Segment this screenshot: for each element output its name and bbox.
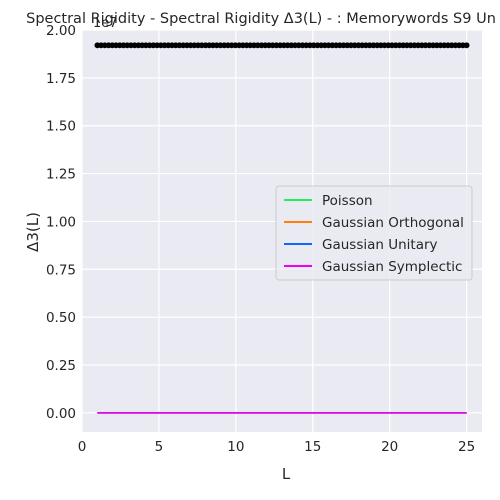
legend-entry: Gaussian Orthogonal xyxy=(322,215,464,231)
x-tick-label: 10 xyxy=(227,439,244,455)
legend-entry: Poisson xyxy=(322,193,373,209)
y-tick-label: 1.00 xyxy=(46,214,76,230)
scatter-point xyxy=(463,42,470,49)
y-axis-offset-label: 1e7 xyxy=(93,16,118,31)
y-tick-label: 1.25 xyxy=(46,167,76,183)
y-tick-label: 0.50 xyxy=(46,310,76,326)
x-axis-ticks: 0 5 10 15 20 25 xyxy=(78,439,476,455)
y-axis-label: Δ3(L) xyxy=(24,212,42,252)
y-tick-label: 0.00 xyxy=(46,406,76,422)
x-tick-label: 25 xyxy=(458,439,475,455)
chart-title: Spectral Rigidity - Spectral Rigidity Δ3… xyxy=(26,11,496,27)
x-tick-label: 20 xyxy=(381,439,398,455)
x-axis-label: L xyxy=(282,465,291,483)
x-tick-label: 0 xyxy=(78,439,87,455)
legend: Poisson Gaussian Orthogonal Gaussian Unita… xyxy=(275,185,473,281)
y-axis-ticks: 0.00 0.25 0.50 0.75 1.00 1.25 1.50 1.75 2.00 xyxy=(46,23,76,422)
y-tick-label: 0.25 xyxy=(46,358,76,374)
legend-entry: Gaussian Symplectic xyxy=(322,259,462,275)
legend-box xyxy=(275,185,473,281)
y-tick-label: 1.50 xyxy=(46,119,76,135)
y-tick-label: 1.75 xyxy=(46,71,76,87)
x-tick-label: 15 xyxy=(304,439,321,455)
legend-entry: Gaussian Unitary xyxy=(322,237,438,253)
y-tick-label: 2.00 xyxy=(46,23,76,39)
y-tick-label: 0.75 xyxy=(46,262,76,278)
scatter-points xyxy=(94,42,470,49)
x-tick-label: 5 xyxy=(155,439,164,455)
